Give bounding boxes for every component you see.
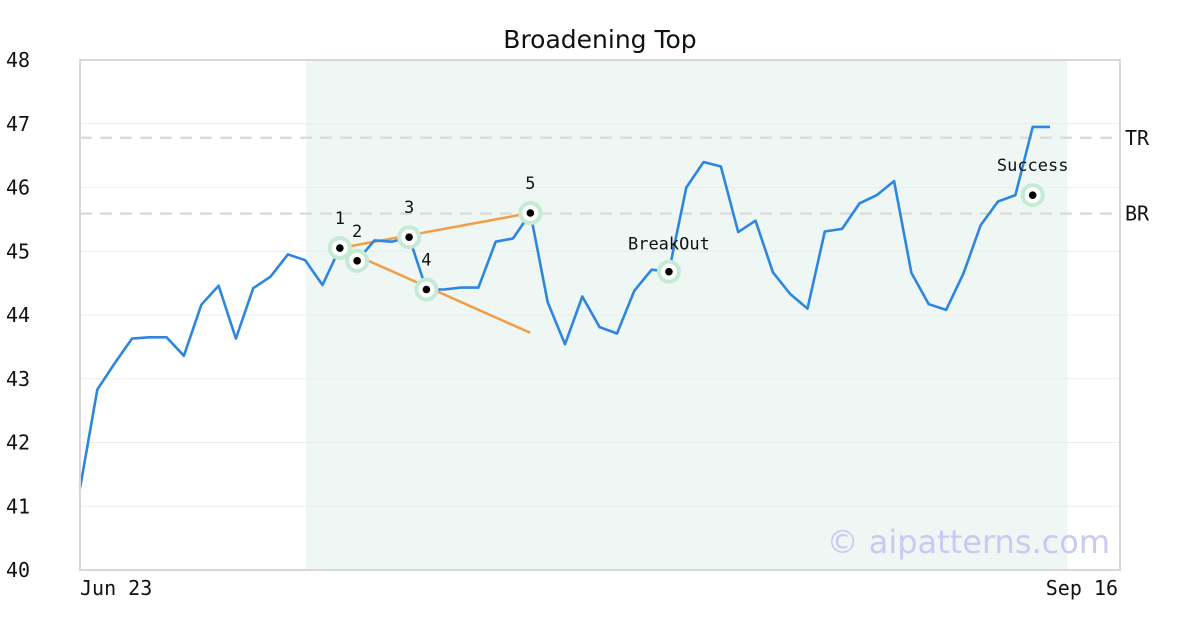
y-tick-label: 47 — [6, 112, 30, 136]
x-tick-end: Sep 16 — [1046, 576, 1118, 600]
y-tick-label: 42 — [6, 431, 30, 455]
x-tick-start: Jun 23 — [80, 576, 152, 600]
reference-label-br: BR — [1125, 202, 1150, 226]
y-tick-label: 44 — [6, 303, 30, 327]
point-label-3: 3 — [404, 198, 414, 218]
pattern-points: 12 3 4 5 BreakOut Success — [327, 156, 1069, 302]
point-label-2: 2 — [352, 222, 362, 242]
point-label-breakout: BreakOut — [628, 235, 710, 255]
reference-lines: TR BR — [80, 126, 1150, 226]
point-3 — [405, 233, 413, 242]
y-axis: 40 41 42 43 44 45 46 47 48 — [6, 48, 30, 582]
point-label-5: 5 — [525, 174, 535, 194]
point-success — [1028, 191, 1037, 199]
watermark: © aipatterns.com — [827, 523, 1110, 561]
y-tick-label: 48 — [6, 48, 30, 72]
y-tick-label: 40 — [6, 558, 30, 582]
point-1 — [336, 244, 344, 252]
y-tick-label: 45 — [6, 239, 30, 263]
y-tick-label: 46 — [6, 176, 30, 200]
point-2 — [353, 257, 361, 265]
y-tick-label: 41 — [6, 494, 30, 518]
point-5 — [526, 209, 535, 217]
price-line — [78, 125, 1050, 489]
point-label-4: 4 — [421, 251, 431, 271]
point-label-1: 1 — [335, 209, 345, 229]
grid-lines — [80, 123, 1120, 507]
point-4 — [422, 285, 431, 294]
point-label-success: Success — [997, 156, 1069, 176]
y-tick-label: 43 — [6, 367, 30, 391]
reference-label-tr: TR — [1125, 126, 1150, 150]
point-breakout — [665, 267, 673, 276]
chart-title: Broadening Top — [503, 25, 696, 54]
plot-frame — [79, 59, 1121, 571]
